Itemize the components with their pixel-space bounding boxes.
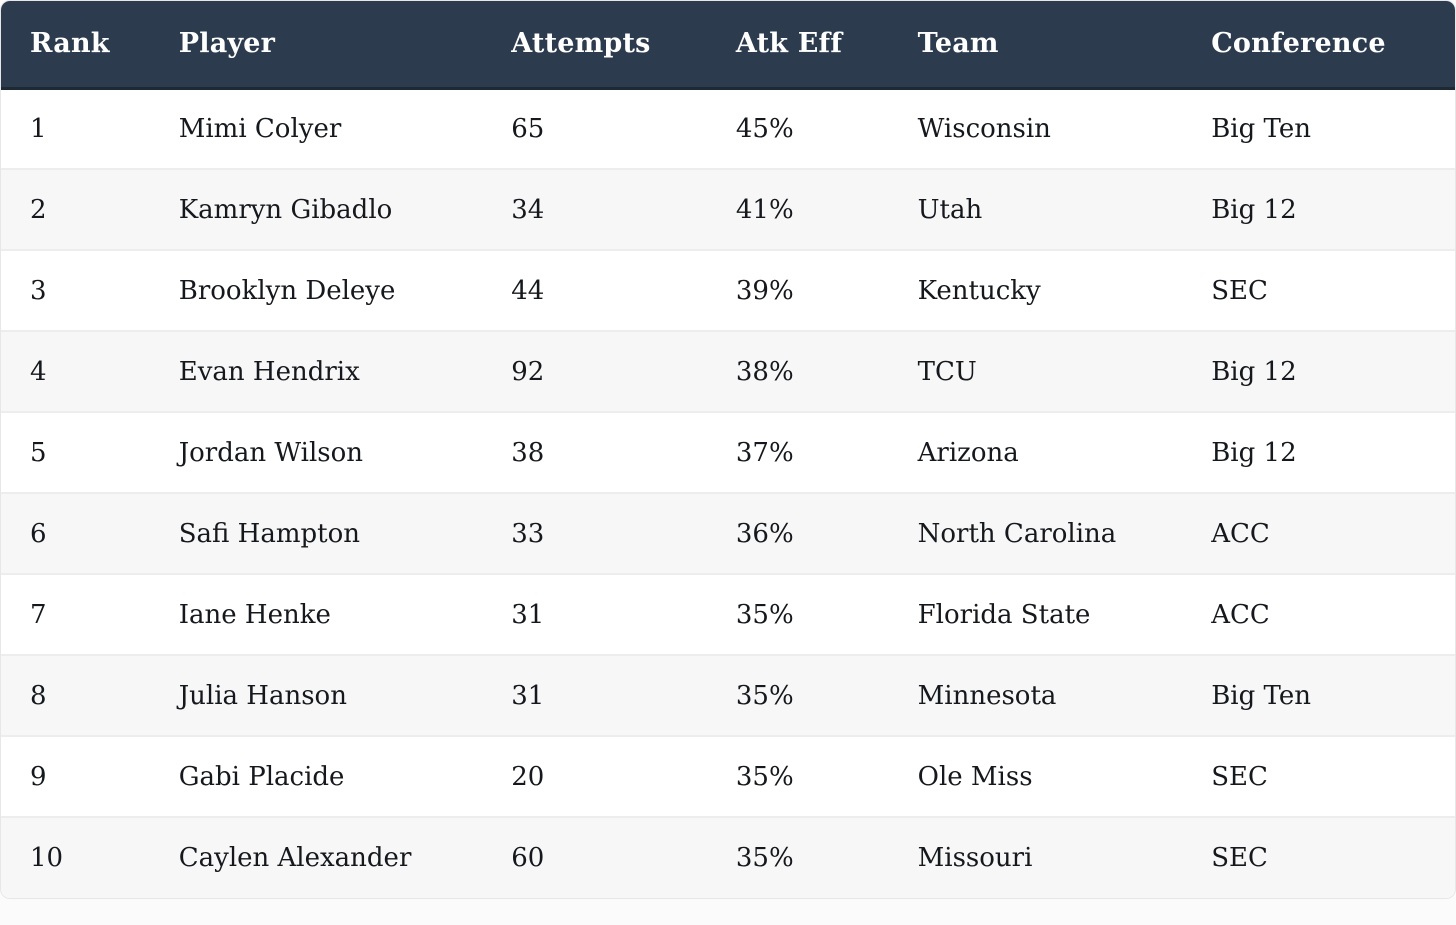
cell-team: North Carolina: [917, 518, 1117, 549]
cell-team: Ole Miss: [917, 761, 1033, 792]
cell-atk-eff: 35%: [735, 680, 794, 711]
cell-attempts: 33: [511, 518, 545, 549]
cell-player: Evan Hendrix: [178, 356, 360, 387]
cell-attempts: 92: [511, 356, 545, 387]
cell-team: TCU: [917, 356, 977, 387]
cell-atk-eff: 41%: [735, 194, 794, 225]
table-row: 10 Caylen Alexander 60 35% Missouri SEC: [1, 817, 1455, 898]
cell-atk-eff: 37%: [735, 437, 794, 468]
cell-team: Minnesota: [917, 680, 1057, 711]
cell-conference: Big 12: [1211, 356, 1297, 387]
column-header-conference: Conference: [1182, 1, 1455, 90]
cell-rank: 5: [30, 437, 47, 468]
cell-player: Brooklyn Deleye: [178, 275, 396, 306]
cell-rank: 3: [30, 275, 47, 306]
table-row: 1 Mimi Colyer 65 45% Wisconsin Big Ten: [1, 88, 1455, 169]
cell-atk-eff: 35%: [735, 843, 794, 873]
cell-conference: ACC: [1211, 518, 1270, 549]
cell-attempts: 65: [511, 113, 545, 144]
cell-player: Kamryn Gibadlo: [178, 194, 393, 225]
cell-team: Arizona: [917, 437, 1019, 468]
header-row: Rank Player Attempts Atk Eff Team Confer…: [1, 1, 1455, 90]
cell-conference: Big 12: [1211, 194, 1297, 225]
cell-atk-eff: 45%: [735, 113, 794, 144]
cell-team: Wisconsin: [917, 113, 1051, 144]
player-stats-table: Rank Player Attempts Atk Eff Team Confer…: [1, 1, 1455, 898]
cell-rank: 6: [30, 518, 47, 549]
cell-conference: Big 12: [1211, 437, 1297, 468]
cell-player: Gabi Placide: [178, 761, 345, 792]
cell-atk-eff: 36%: [735, 518, 794, 549]
table-row: 7 Iane Henke 31 35% Florida State ACC: [1, 574, 1455, 655]
table-row: 2 Kamryn Gibadlo 34 41% Utah Big 12: [1, 169, 1455, 250]
cell-attempts: 31: [511, 680, 545, 711]
cell-atk-eff: 35%: [735, 761, 794, 792]
cell-player: Jordan Wilson: [178, 437, 364, 468]
cell-attempts: 44: [511, 275, 545, 306]
cell-player: Caylen Alexander: [178, 843, 412, 873]
column-header-attempts: Attempts: [482, 1, 707, 90]
stats-table-card: Rank Player Attempts Atk Eff Team Confer…: [0, 0, 1456, 899]
cell-conference: SEC: [1211, 275, 1268, 306]
cell-conference: ACC: [1211, 599, 1270, 630]
cell-conference: Big Ten: [1211, 680, 1311, 711]
cell-conference: SEC: [1211, 843, 1268, 873]
cell-player: Mimi Colyer: [178, 113, 342, 144]
column-header-team: Team: [888, 1, 1183, 90]
cell-rank: 10: [30, 843, 64, 873]
cell-attempts: 34: [511, 194, 545, 225]
cell-atk-eff: 35%: [735, 599, 794, 630]
column-header-player: Player: [149, 1, 483, 90]
cell-attempts: 31: [511, 599, 545, 630]
cell-atk-eff: 39%: [735, 275, 794, 306]
table-row: 3 Brooklyn Deleye 44 39% Kentucky SEC: [1, 250, 1455, 331]
cell-player: Julia Hanson: [178, 680, 347, 711]
cell-atk-eff: 38%: [735, 356, 794, 387]
cell-team: Missouri: [917, 843, 1033, 873]
table-body: 1 Mimi Colyer 65 45% Wisconsin Big Ten 2 Kamryn…: [1, 88, 1455, 898]
table-row: 9 Gabi Placide 20 35% Ole Miss SEC: [1, 736, 1455, 817]
cell-attempts: 60: [511, 843, 545, 873]
table-header: Rank Player Attempts Atk Eff Team Confer…: [1, 1, 1455, 90]
cell-team: Florida State: [917, 599, 1091, 630]
table-row: 5 Jordan Wilson 38 37% Arizona Big 12: [1, 412, 1455, 493]
cell-rank: 1: [30, 113, 47, 144]
cell-conference: SEC: [1211, 761, 1268, 792]
cell-rank: 2: [30, 194, 47, 225]
cell-rank: 9: [30, 761, 47, 792]
cell-attempts: 38: [511, 437, 545, 468]
cell-team: Utah: [917, 194, 983, 225]
column-header-rank: Rank: [1, 1, 150, 90]
cell-player: Safi Hampton: [178, 518, 360, 549]
cell-player: Iane Henke: [178, 599, 331, 630]
cell-team: Kentucky: [917, 275, 1041, 306]
cell-rank: 7: [30, 599, 47, 630]
column-header-atk-eff: Atk Eff: [706, 1, 889, 90]
table-row: 8 Julia Hanson 31 35% Minnesota Big Ten: [1, 655, 1455, 736]
cell-rank: 4: [30, 356, 47, 387]
cell-rank: 8: [30, 680, 47, 711]
table-row: 6 Safi Hampton 33 36% North Carolina ACC: [1, 493, 1455, 574]
cell-attempts: 20: [511, 761, 545, 792]
cell-conference: Big Ten: [1211, 113, 1311, 144]
table-row: 4 Evan Hendrix 92 38% TCU Big 12: [1, 331, 1455, 412]
